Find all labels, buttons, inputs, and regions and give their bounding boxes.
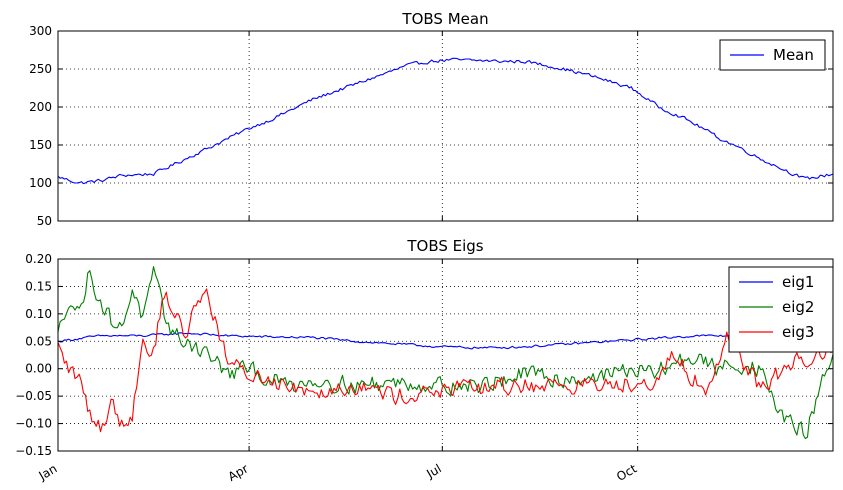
- mean-legend: Mean: [719, 39, 826, 71]
- eigs-y-tick-label: 0.00: [25, 362, 52, 376]
- mean-y-tick-label: 250: [29, 62, 52, 76]
- eigs-y-tick-label: −0.15: [15, 444, 52, 458]
- eigs-series-eig1-line: [57, 332, 834, 350]
- eigs-x-tick-label: Jul: [423, 461, 443, 481]
- mean-chart-title: TOBS Mean: [401, 10, 488, 28]
- eigs-y-tick-label: −0.10: [15, 417, 52, 431]
- eigs-axes-frame: [57, 258, 834, 452]
- eigs-legend: eig1 eig2 eig3: [728, 266, 834, 353]
- mean-legend-label-Mean: Mean: [773, 46, 814, 64]
- eigs-legend-label-eig1: eig1: [782, 273, 814, 291]
- mean-y-tick-label: 150: [29, 138, 52, 152]
- eigs-chart-panel: TOBS Eigs −0.15 −0.10 −0.05 0.00 0.05 0.10 0.15…: [15, 237, 834, 484]
- eigs-y-tick-label: −0.05: [15, 389, 52, 403]
- eigs-legend-label-eig3: eig3: [782, 323, 814, 341]
- eigs-legend-label-eig2: eig2: [782, 298, 814, 316]
- eigs-series-eig3-line: [57, 288, 834, 433]
- mean-y-tick-label: 300: [29, 24, 52, 38]
- mean-y-tick-label: 50: [37, 214, 52, 228]
- eigs-y-tick-label: 0.15: [25, 279, 52, 293]
- eigs-y-tick-label: 0.20: [25, 252, 52, 266]
- eigs-series-eig2-line: [57, 266, 834, 440]
- eigs-chart-title: TOBS Eigs: [406, 237, 483, 255]
- mean-y-tick-label: 100: [29, 176, 52, 190]
- mean-y-tick-label: 200: [29, 100, 52, 114]
- mean-series-Mean-line: [57, 57, 834, 185]
- mean-chart-panel: TOBS Mean 50 100 150 200 250 300 Mean: [29, 10, 834, 228]
- eigs-y-tick-label: 0.10: [25, 307, 52, 321]
- eigs-y-tick-label: 0.05: [25, 334, 52, 348]
- mean-axes-frame: [57, 30, 834, 222]
- eigs-legend-box: [728, 266, 834, 353]
